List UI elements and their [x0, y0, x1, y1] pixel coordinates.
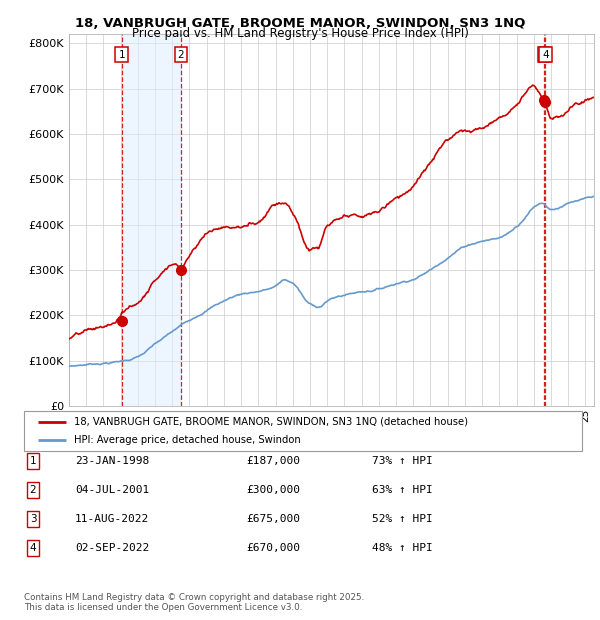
Text: Contains HM Land Registry data © Crown copyright and database right 2025.
This d: Contains HM Land Registry data © Crown c… — [24, 593, 364, 612]
Text: 63% ↑ HPI: 63% ↑ HPI — [372, 485, 433, 495]
Text: 73% ↑ HPI: 73% ↑ HPI — [372, 456, 433, 466]
Text: 3: 3 — [29, 514, 37, 524]
FancyBboxPatch shape — [24, 411, 582, 451]
Text: £670,000: £670,000 — [246, 543, 300, 553]
Text: 3: 3 — [541, 50, 548, 60]
Text: 18, VANBRUGH GATE, BROOME MANOR, SWINDON, SN3 1NQ: 18, VANBRUGH GATE, BROOME MANOR, SWINDON… — [75, 17, 525, 30]
Text: £300,000: £300,000 — [246, 485, 300, 495]
Text: 48% ↑ HPI: 48% ↑ HPI — [372, 543, 433, 553]
Text: 2: 2 — [178, 50, 184, 60]
Text: Price paid vs. HM Land Registry's House Price Index (HPI): Price paid vs. HM Land Registry's House … — [131, 27, 469, 40]
Text: 04-JUL-2001: 04-JUL-2001 — [75, 485, 149, 495]
Text: 02-SEP-2022: 02-SEP-2022 — [75, 543, 149, 553]
Text: 52% ↑ HPI: 52% ↑ HPI — [372, 514, 433, 524]
Text: 1: 1 — [118, 50, 125, 60]
Text: £675,000: £675,000 — [246, 514, 300, 524]
Text: 11-AUG-2022: 11-AUG-2022 — [75, 514, 149, 524]
Text: 4: 4 — [29, 543, 37, 553]
Text: HPI: Average price, detached house, Swindon: HPI: Average price, detached house, Swin… — [74, 435, 301, 446]
Text: 4: 4 — [542, 50, 548, 60]
Bar — [122, 34, 181, 406]
Text: £187,000: £187,000 — [246, 456, 300, 466]
Text: 18, VANBRUGH GATE, BROOME MANOR, SWINDON, SN3 1NQ (detached house): 18, VANBRUGH GATE, BROOME MANOR, SWINDON… — [74, 417, 468, 427]
Text: 1: 1 — [29, 456, 37, 466]
Text: 2: 2 — [29, 485, 37, 495]
Text: 23-JAN-1998: 23-JAN-1998 — [75, 456, 149, 466]
